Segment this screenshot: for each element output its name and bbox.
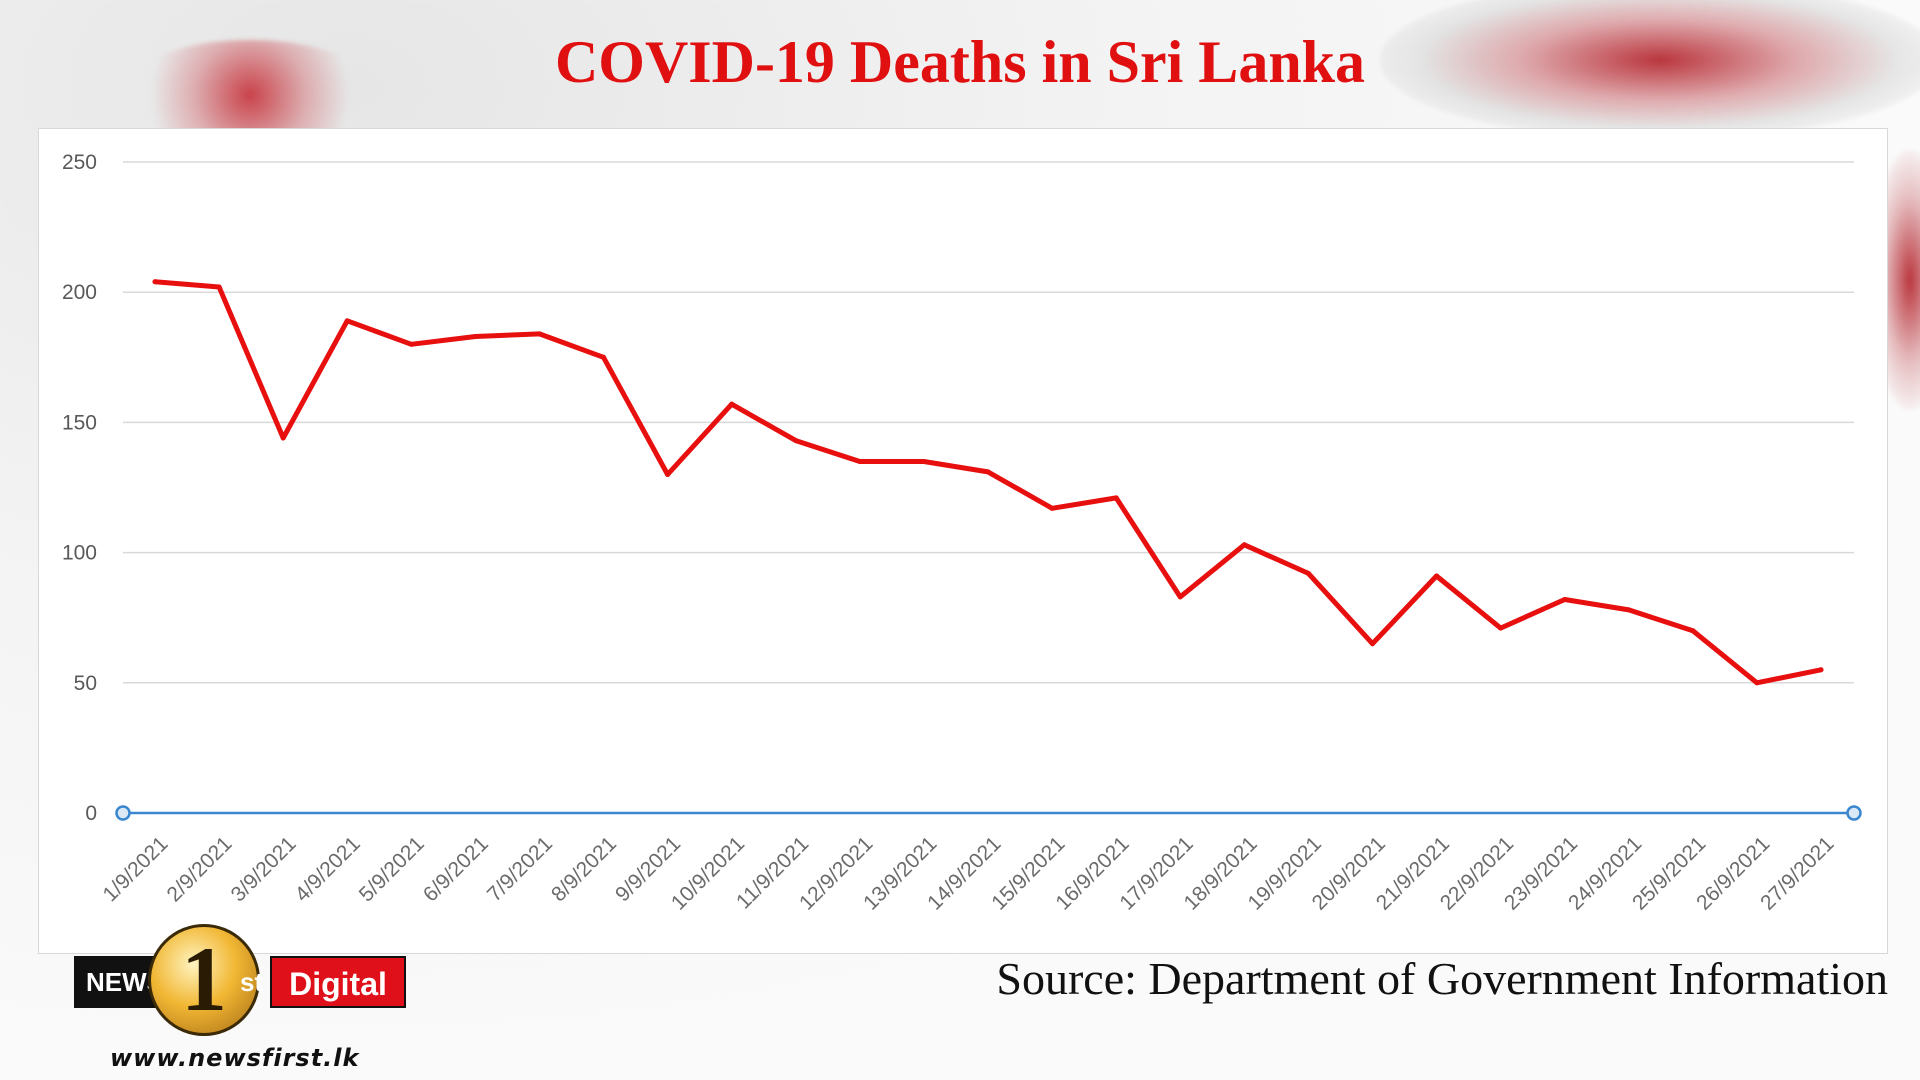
x-tick-label: 2/9/2021 (163, 832, 237, 906)
chart-panel: 0 50 100 150 200 250 1/9/2021 2/9/2021 3/9/2021 4… (38, 128, 1888, 954)
virus-decoration (1380, 0, 1920, 140)
data-point (1113, 495, 1119, 501)
y-tick-label: 150 (62, 411, 97, 434)
data-point (408, 341, 414, 347)
data-point (1241, 542, 1247, 548)
data-point (1818, 667, 1824, 673)
data-point (921, 458, 927, 464)
x-tick-label: 8/9/2021 (547, 832, 621, 906)
data-point (985, 469, 991, 475)
data-point (1690, 628, 1696, 634)
data-point (1177, 594, 1183, 600)
data-point (1434, 573, 1440, 579)
baseline-marker (1846, 805, 1862, 821)
logo-st-text: st (240, 967, 264, 997)
x-tick-label: 6/9/2021 (419, 832, 493, 906)
data-point (1626, 607, 1632, 613)
x-tick-label: 1/9/2021 (98, 832, 172, 906)
y-tick-label: 0 (85, 802, 97, 825)
data-point (1562, 596, 1568, 602)
x-tick-label: 4/9/2021 (291, 832, 365, 906)
x-tick-label: 5/9/2021 (355, 832, 429, 906)
data-point (1754, 680, 1760, 686)
data-point (1498, 625, 1504, 631)
website-url[interactable]: www.newsfirst.lk (110, 1044, 360, 1072)
line-chart: 0 50 100 150 200 250 1/9/20212/9/20213/9/20214… (62, 151, 1862, 915)
data-point (1369, 641, 1375, 647)
baseline-marker (115, 805, 131, 821)
logo-one-badge: 1 (148, 924, 260, 1036)
data-point (344, 318, 350, 324)
y-tick-label: 100 (62, 542, 97, 565)
x-tick-label: 3/9/2021 (227, 832, 301, 906)
data-point (793, 438, 799, 444)
data-point (1305, 570, 1311, 576)
data-point (857, 458, 863, 464)
logo-digital-text: Digital (270, 956, 406, 1008)
data-point (536, 331, 542, 337)
y-tick-label: 250 (62, 151, 97, 174)
data-point (472, 333, 478, 339)
data-point (601, 354, 607, 360)
newsfirst-logo[interactable]: NEWS 1 st Digital (74, 924, 406, 1038)
page-title: COVID-19 Deaths in Sri Lanka (554, 29, 1366, 95)
data-point (1049, 505, 1055, 511)
data-point (216, 284, 222, 290)
data-point (280, 435, 286, 441)
x-tick-label: 7/9/2021 (483, 832, 557, 906)
data-point (729, 401, 735, 407)
y-tick-label: 50 (74, 672, 97, 695)
source-caption: Source: Department of Government Informa… (996, 953, 1888, 1004)
y-tick-label: 200 (62, 281, 97, 304)
series-line-deaths (152, 279, 1824, 686)
data-point (665, 471, 671, 477)
data-point (152, 279, 158, 285)
